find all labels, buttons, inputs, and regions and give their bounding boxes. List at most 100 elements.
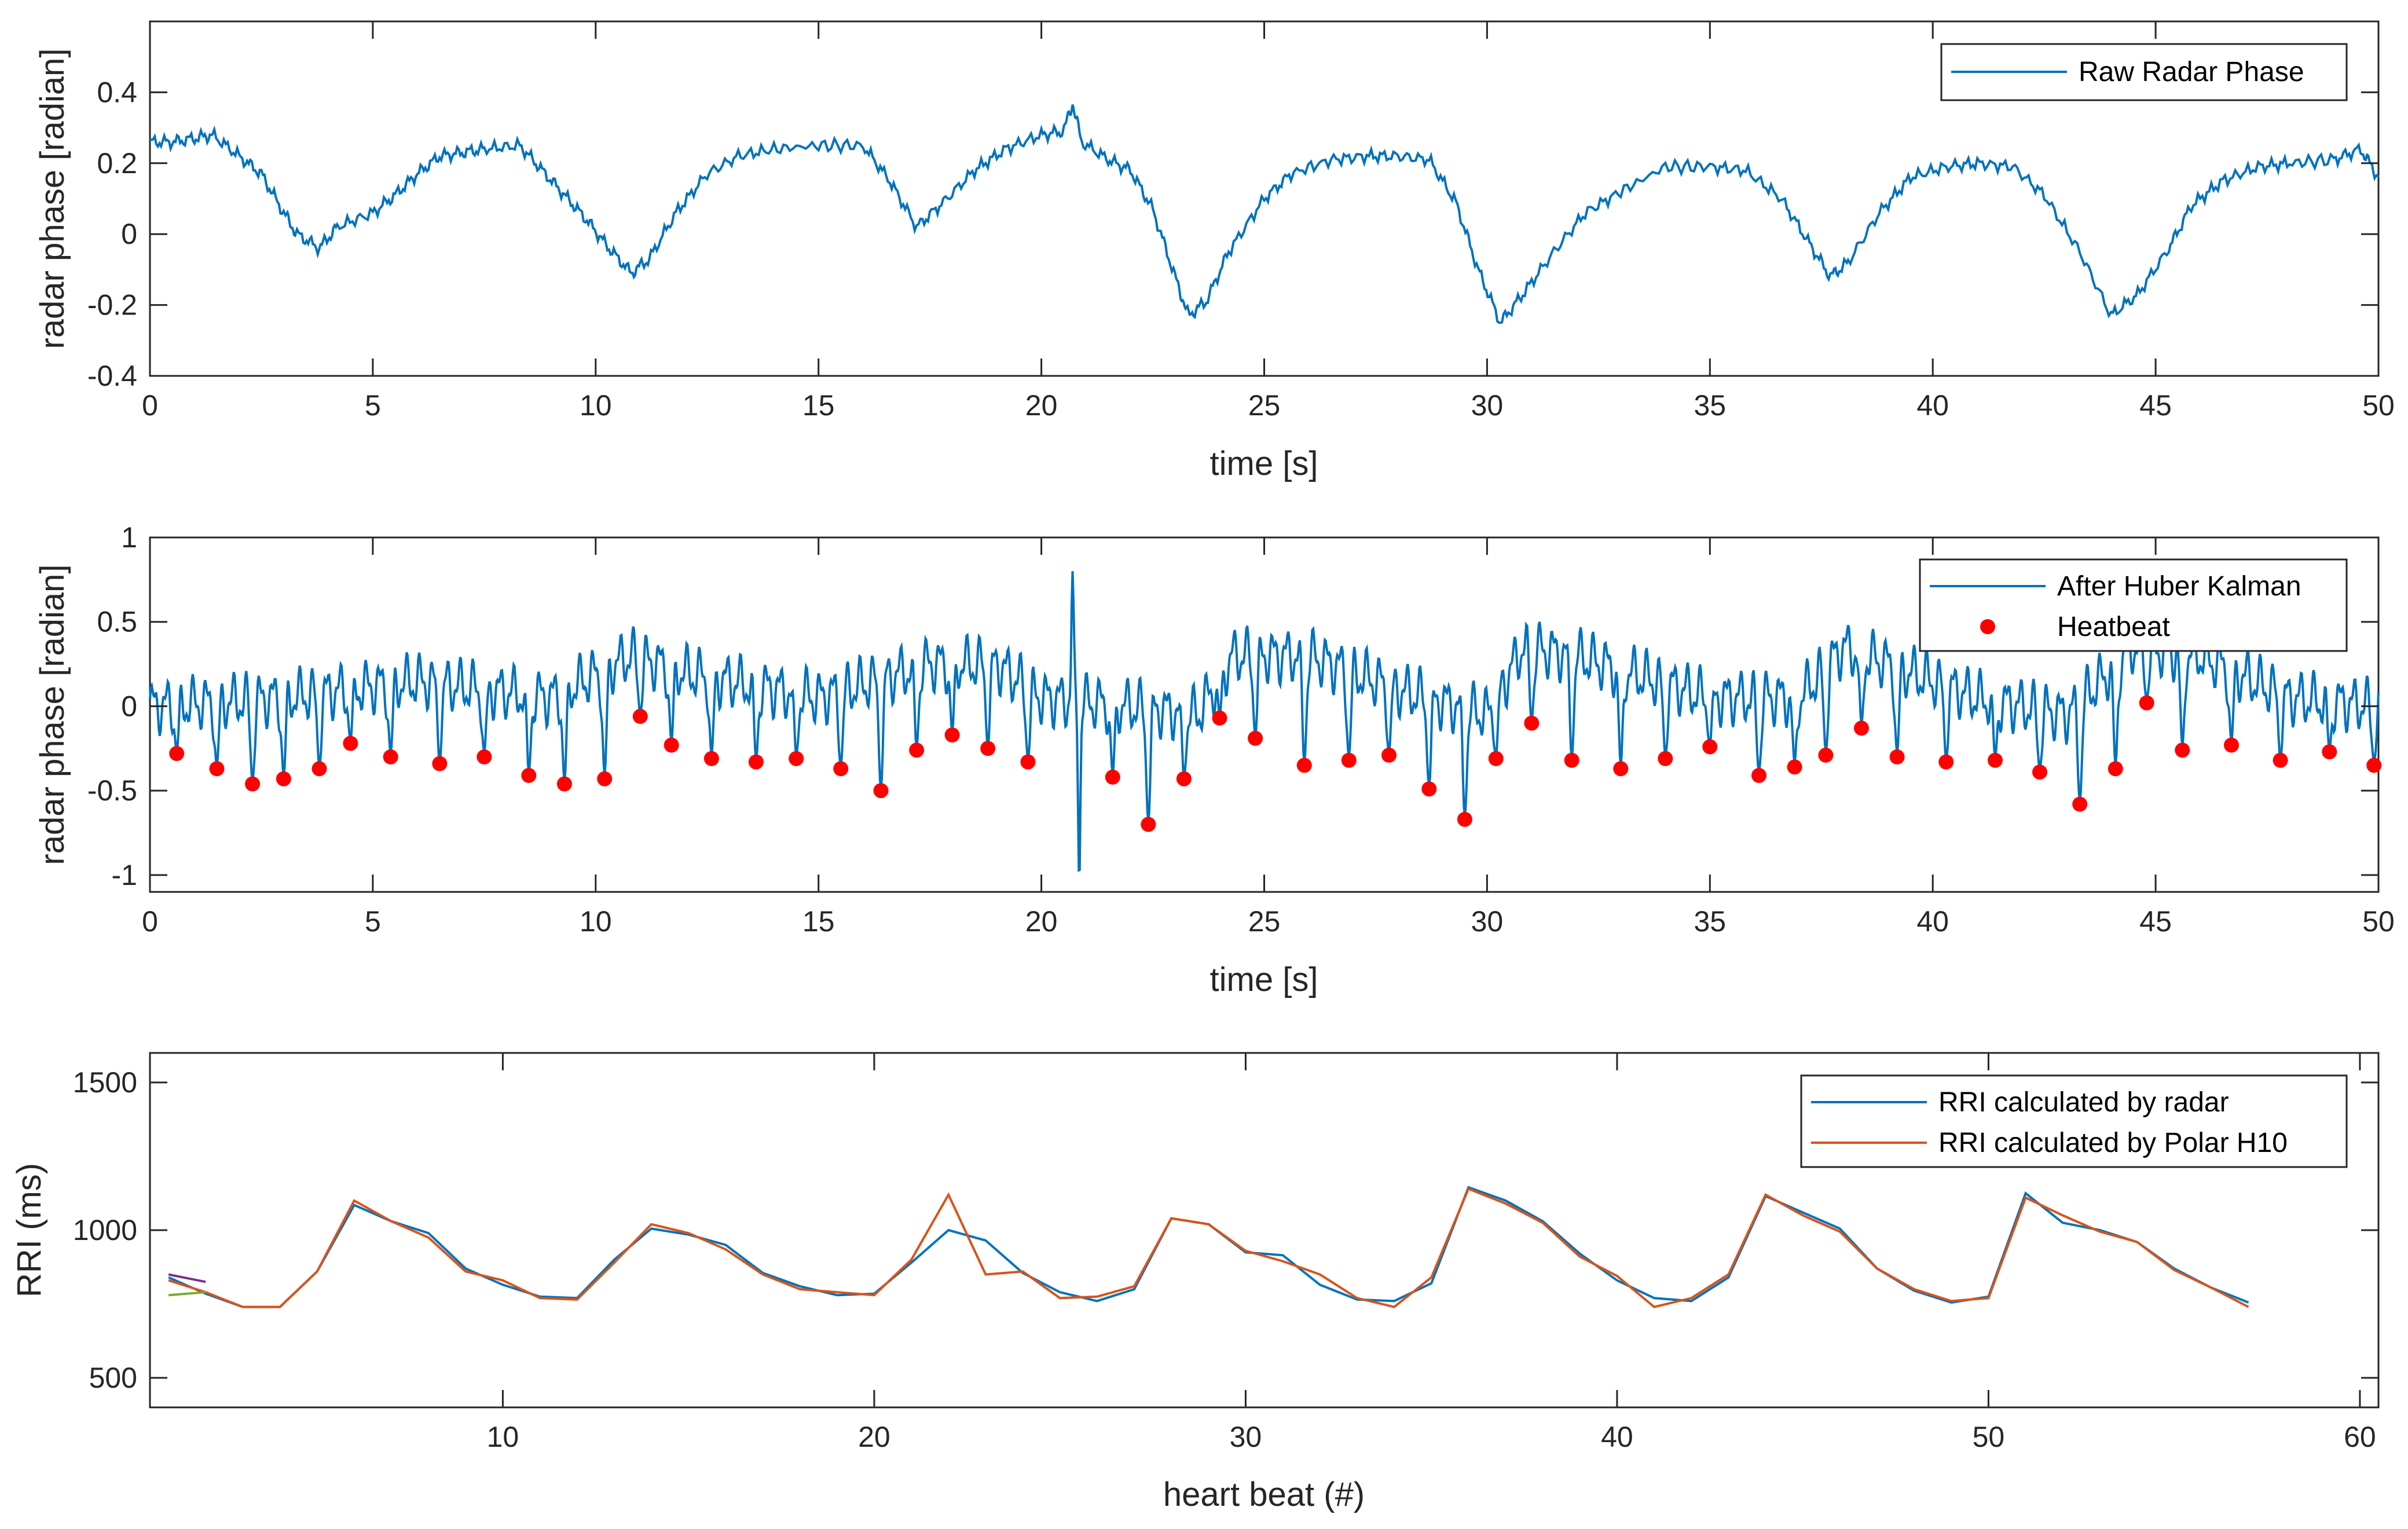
raw-x-axis-label: time [s] <box>1210 445 1318 482</box>
raw-radar-phase-line <box>149 104 2380 324</box>
rri-start-artifact-purple <box>168 1273 206 1283</box>
y-tick-label: -0.4 <box>87 360 137 392</box>
x-tick-label: 30 <box>1471 905 1504 938</box>
x-tick-label: 40 <box>1916 389 1949 422</box>
rri-polar-line <box>168 1187 2249 1308</box>
filtered-legend-dot-sample <box>1980 619 1995 634</box>
heartbeat-dot <box>1105 769 1120 785</box>
raw-y-axis-label: radar phase [radian] <box>34 48 71 349</box>
heartbeat-dot <box>1524 715 1540 731</box>
x-tick-label: 50 <box>2362 389 2395 422</box>
heartbeat-dot <box>245 776 261 792</box>
x-tick-label: 0 <box>142 389 158 422</box>
heartbeat-dot <box>980 741 996 756</box>
y-tick-label: 1000 <box>73 1214 137 1246</box>
heartbeat-dot <box>1020 754 1036 770</box>
x-tick-label: 60 <box>2344 1421 2376 1453</box>
x-tick-label: 30 <box>1230 1421 1262 1453</box>
x-tick-label: 50 <box>1973 1421 2005 1453</box>
x-tick-label: 20 <box>1025 389 1058 422</box>
heartbeat-dot <box>1488 751 1504 766</box>
heartbeat-dot <box>1457 811 1472 827</box>
x-tick-label: 35 <box>1694 905 1726 938</box>
rri-y-axis-label: RRI (ms) <box>10 1163 48 1297</box>
x-tick-label: 15 <box>802 905 835 938</box>
heartbeat-dot <box>2175 742 2190 758</box>
heartbeat-dot <box>2139 695 2154 711</box>
y-tick-label: 0 <box>121 690 137 722</box>
heartbeat-dot <box>1176 771 1192 787</box>
x-tick-label: 10 <box>487 1421 519 1453</box>
x-tick-label: 25 <box>1248 905 1281 938</box>
x-tick-label: 0 <box>142 905 158 938</box>
x-tick-label: 10 <box>580 905 612 938</box>
heartbeat-dot <box>169 746 185 761</box>
raw-y-ticks: -0.4 -0.2 0 0.2 0.4 <box>87 76 2378 392</box>
x-tick-label: 20 <box>858 1421 890 1453</box>
heartbeat-dot <box>1421 781 1437 797</box>
heartbeat-dot <box>1141 817 1156 832</box>
x-tick-label: 5 <box>365 389 381 422</box>
heartbeat-dot <box>748 754 764 770</box>
x-tick-label: 35 <box>1694 389 1726 422</box>
rri-legend-label-polar: RRI calculated by Polar H10 <box>1938 1128 2288 1158</box>
x-tick-label: 15 <box>802 389 835 422</box>
heartbeat-dot <box>944 727 960 742</box>
y-tick-label: 500 <box>89 1362 137 1394</box>
heartbeat-dot <box>2366 758 2382 773</box>
heartbeat-dot <box>1702 739 1718 755</box>
heartbeat-dot <box>1818 747 1834 763</box>
heartbeat-dot <box>1613 761 1629 777</box>
heartbeat-dot <box>1248 730 1263 746</box>
heartbeat-dot <box>2322 744 2337 760</box>
heartbeat-dot <box>1296 758 1312 773</box>
heartbeat-dot <box>311 761 327 777</box>
rri-legend: RRI calculated by radar RRI calculated b… <box>1800 1074 2348 1168</box>
y-tick-label: -1 <box>112 859 137 891</box>
heartbeat-dot <box>1212 710 1227 726</box>
heartbeat-dot <box>1938 754 1954 770</box>
x-tick-label: 30 <box>1471 389 1504 422</box>
heartbeat-markers <box>169 695 2382 832</box>
heartbeat-dot <box>632 708 648 724</box>
heartbeat-dot <box>664 737 679 753</box>
filtered-legend-box <box>1919 558 2348 652</box>
heartbeat-dot <box>1988 752 2003 768</box>
heartbeat-dot <box>1751 767 1766 783</box>
heartbeat-dot <box>477 749 492 765</box>
rri-x-ticks: 10 20 30 40 50 60 <box>487 1053 2376 1453</box>
heartbeat-dot <box>2224 737 2239 753</box>
huber-kalman-line <box>149 571 2380 872</box>
rri-start-artifact-green <box>168 1291 206 1297</box>
rri-legend-label-radar: RRI calculated by radar <box>1938 1087 2229 1118</box>
heartbeat-dot <box>873 783 889 799</box>
x-tick-label: 5 <box>365 905 381 938</box>
heartbeat-dot <box>2072 796 2088 812</box>
y-tick-label: 1500 <box>73 1066 137 1099</box>
x-tick-label: 45 <box>2139 389 2172 422</box>
rri-x-axis-label: heart beat (#) <box>1163 1476 1365 1513</box>
y-tick-label: -0.5 <box>87 774 137 807</box>
heartbeat-dot <box>276 771 291 787</box>
filtered-x-axis-label: time [s] <box>1210 961 1318 998</box>
x-tick-label: 10 <box>580 389 612 422</box>
filtered-legend: After Huber Kalman Heatbeat <box>1919 558 2348 652</box>
heartbeat-dot <box>383 749 398 765</box>
y-tick-label: 0.4 <box>97 76 137 108</box>
filtered-legend-label-kalman: After Huber Kalman <box>2057 571 2301 602</box>
heartbeat-dot <box>1854 720 1869 736</box>
raw-legend-label: Raw Radar Phase <box>2079 57 2304 87</box>
heartbeat-dot <box>2273 752 2288 768</box>
filtered-y-ticks: -1 -0.5 0 0.5 1 <box>87 521 2378 891</box>
heartbeat-dot <box>521 767 537 783</box>
x-tick-label: 20 <box>1025 905 1058 938</box>
raw-x-ticks: 0 5 10 15 20 25 30 35 40 45 50 <box>142 21 2395 422</box>
rri-legend-box <box>1800 1074 2348 1168</box>
heartbeat-dot <box>1341 752 1357 768</box>
heartbeat-dot <box>2032 765 2047 780</box>
heartbeat-dot <box>597 771 613 787</box>
filtered-x-ticks: 0 5 10 15 20 25 30 35 40 45 50 <box>142 537 2395 938</box>
y-tick-label: 0.5 <box>97 606 137 638</box>
